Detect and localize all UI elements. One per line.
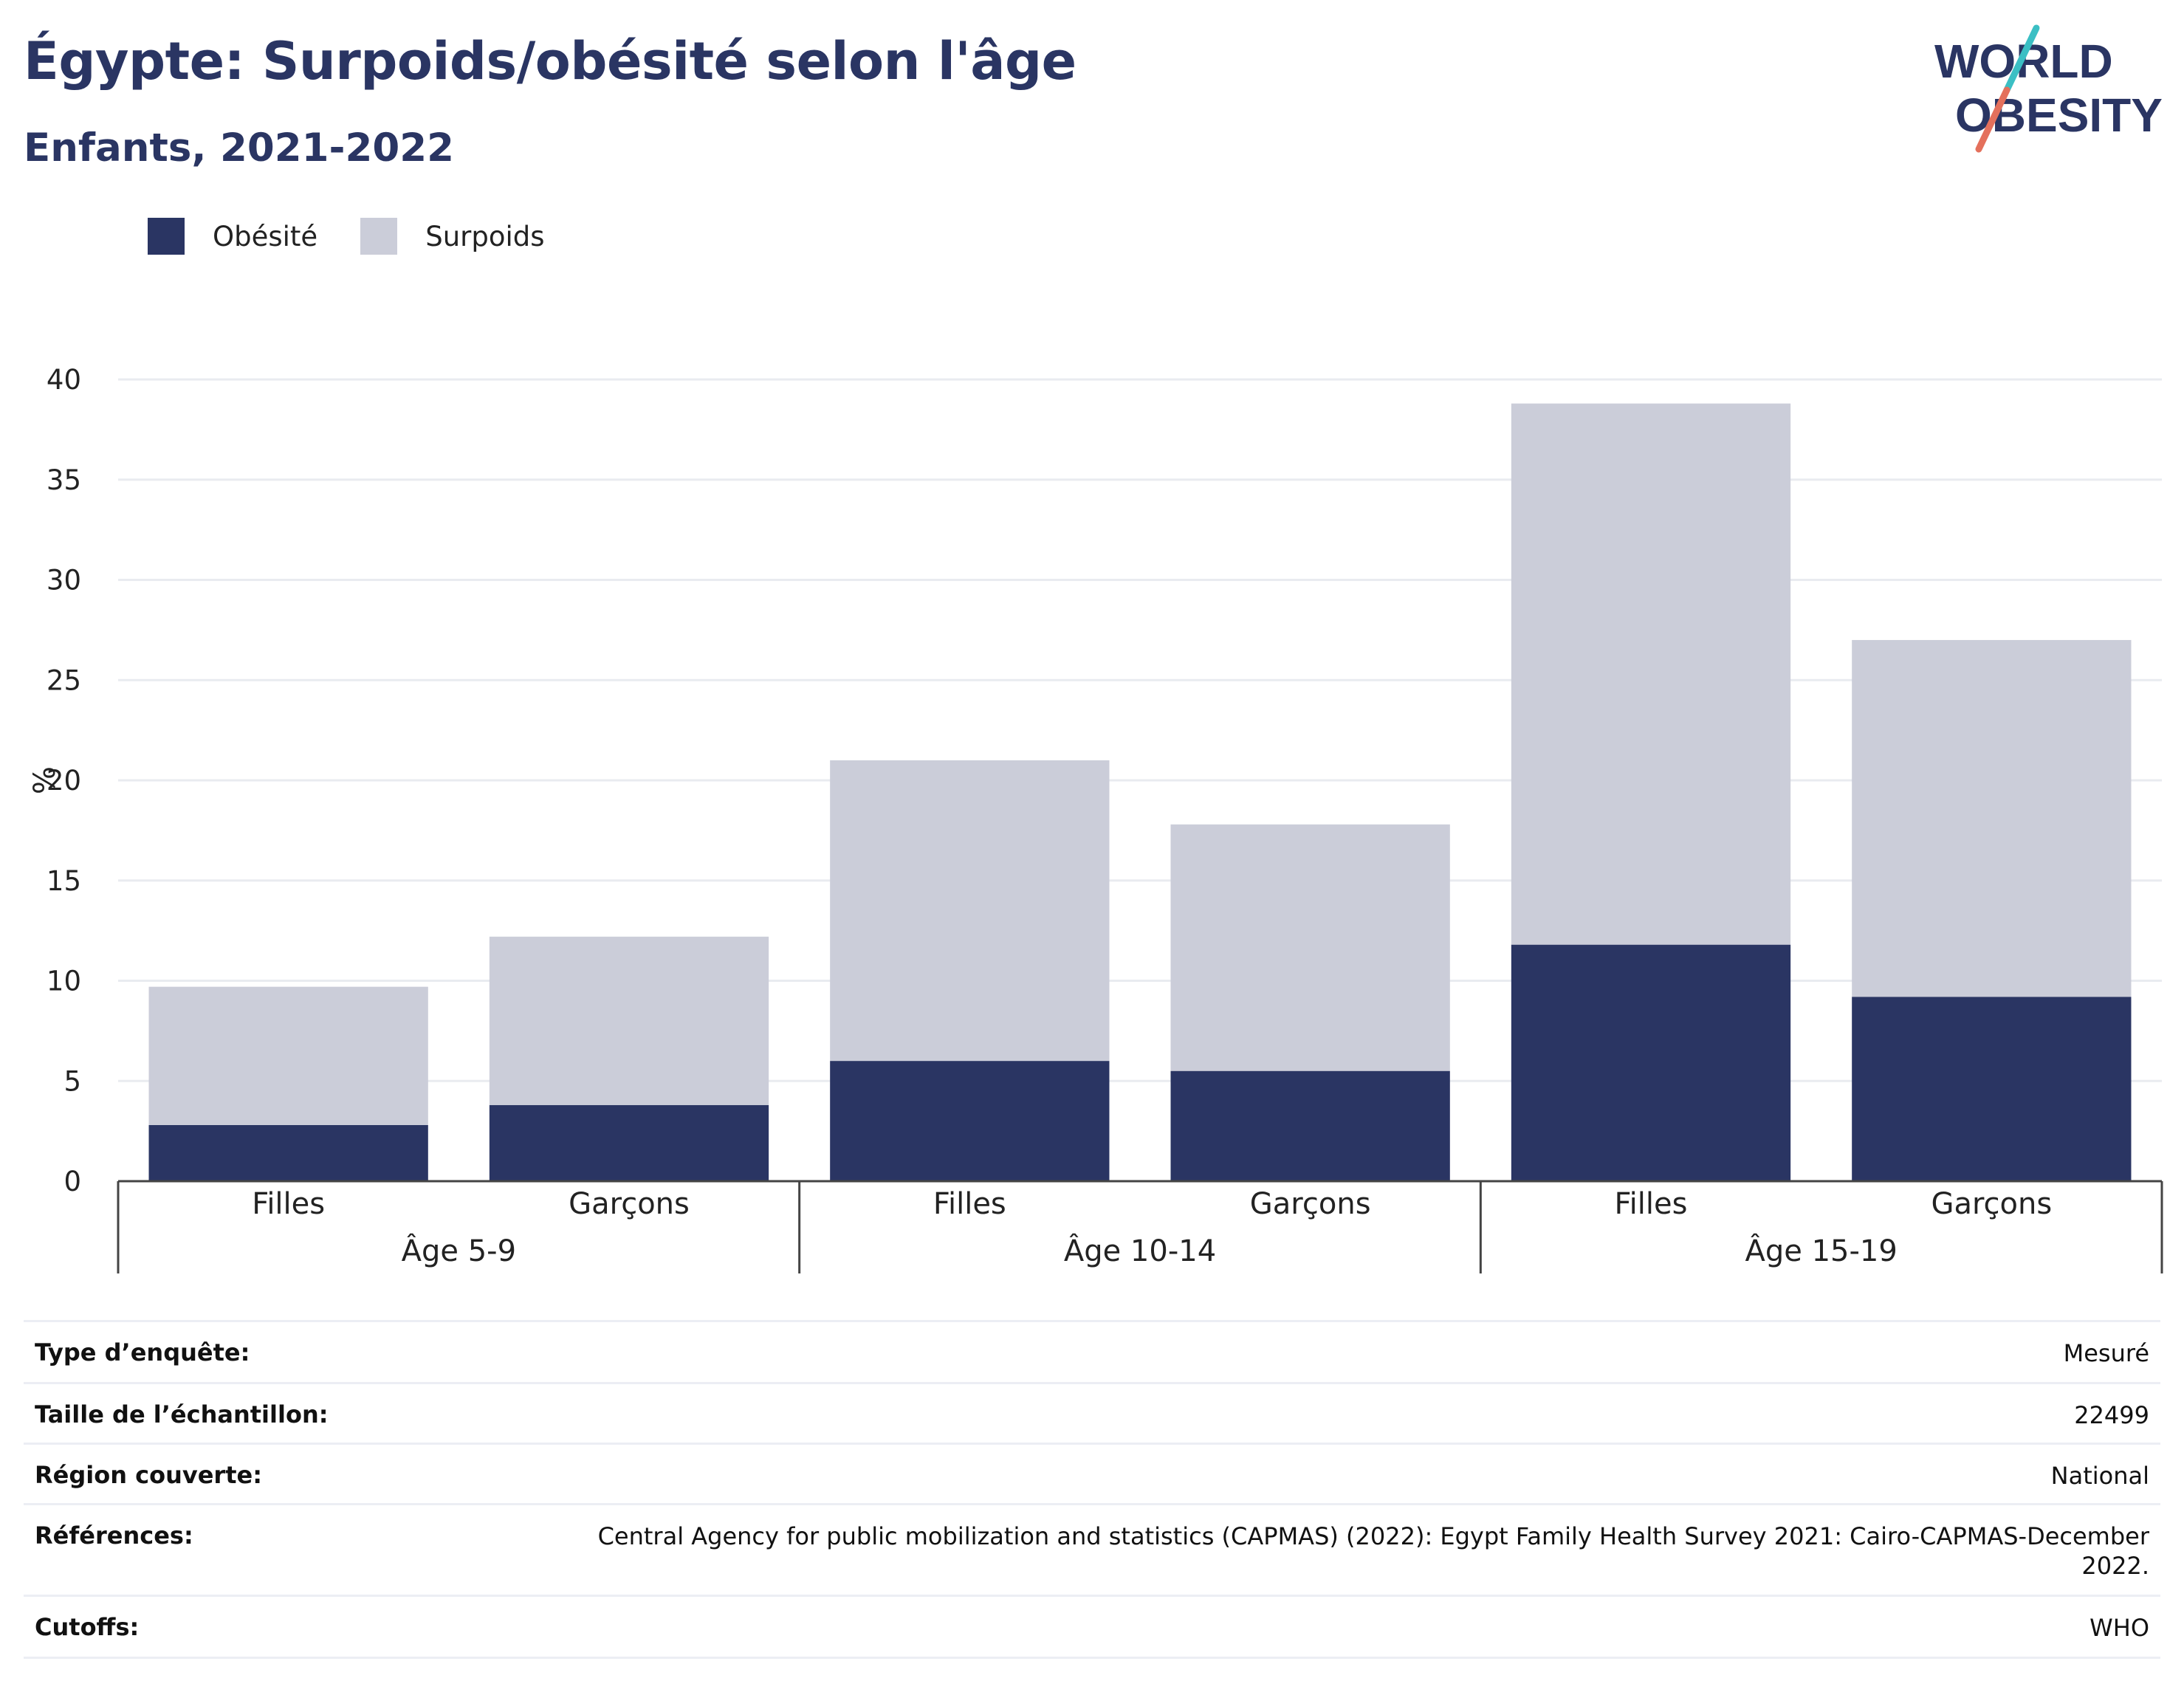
- x-category-label: Filles: [1615, 1187, 1688, 1221]
- bar-obesity: [148, 1124, 428, 1181]
- bar-obesity: [1170, 1070, 1450, 1181]
- y-tick-label: 15: [47, 865, 81, 897]
- meta-key: Type d’enquête:: [35, 1338, 250, 1366]
- y-tick-label: 20: [47, 765, 81, 797]
- meta-key: Références:: [35, 1522, 193, 1550]
- legend-swatch-overweight: [360, 218, 398, 255]
- x-category-label: Garçons: [1931, 1187, 2052, 1221]
- logo-coral-stroke: [1975, 86, 2010, 153]
- x-category-label: Filles: [252, 1187, 325, 1221]
- y-tick-label: 30: [47, 565, 81, 596]
- x-category-label: Garçons: [569, 1187, 690, 1221]
- meta-value: Central Agency for public mobilization a…: [597, 1522, 2149, 1580]
- y-axis-label: %: [28, 766, 62, 794]
- meta-key: Région couverte:: [35, 1461, 262, 1489]
- y-tick-label: 40: [47, 364, 81, 396]
- y-tick-label: 35: [47, 464, 81, 496]
- meta-row-sample-size: Taille de l’échantillon: 22499: [24, 1382, 2160, 1443]
- y-tick-label: 0: [63, 1166, 81, 1197]
- bar-overweight: [1852, 639, 2132, 997]
- meta-value: National: [2050, 1462, 2149, 1490]
- chart-title: Égypte: Surpoids/obésité selon l'âge: [24, 31, 1076, 92]
- meta-key: Cutoffs:: [35, 1613, 140, 1641]
- legend-label-obesity: Obésité: [213, 220, 318, 252]
- x-group-label: Âge 15-19: [1745, 1233, 1898, 1268]
- bar-overweight: [489, 936, 769, 1105]
- meta-value: WHO: [2089, 1614, 2149, 1642]
- x-group-label: Âge 10-14: [1064, 1233, 1216, 1268]
- meta-row-cutoffs: Cutoffs: WHO: [24, 1595, 2160, 1657]
- meta-row-references: Références: Central Agency for public mo…: [24, 1503, 2160, 1595]
- logo-teal-stroke: [2003, 24, 2040, 94]
- bar-obesity: [489, 1104, 769, 1181]
- y-tick-label: 25: [47, 664, 81, 696]
- bar-overweight: [148, 986, 428, 1125]
- meta-value: 22499: [2074, 1401, 2149, 1429]
- bar-overweight: [1170, 824, 1450, 1071]
- x-category-label: Garçons: [1250, 1187, 1371, 1221]
- legend-label-overweight: Surpoids: [425, 220, 545, 252]
- meta-row-survey-type: Type d’enquête: Mesuré: [24, 1320, 2160, 1382]
- bar-chart: 0 5 10 15 20 25 30 35 40% Filles Garçons Filles Garç…: [28, 364, 2163, 1273]
- bar-obesity: [1511, 944, 1791, 1181]
- meta-row-region: Région couverte: National: [24, 1443, 2160, 1503]
- y-tick-label: 10: [47, 966, 81, 997]
- x-category-label: Filles: [933, 1187, 1006, 1221]
- chart-legend: Obésité Surpoids: [148, 218, 588, 255]
- bar-obesity: [830, 1061, 1110, 1181]
- bar-overweight: [830, 760, 1110, 1062]
- world-obesity-logo: WORLD OBESITY: [1934, 24, 2163, 153]
- chart-subtitle: Enfants, 2021-2022: [24, 126, 454, 171]
- legend-item-obesity: Obésité: [148, 218, 317, 255]
- bar-obesity: [1852, 997, 2132, 1181]
- y-tick-label: 5: [63, 1065, 81, 1097]
- meta-key: Taille de l’échantillon:: [35, 1400, 329, 1428]
- meta-bottom-rule: [24, 1657, 2160, 1659]
- survey-metadata-table: Type d’enquête: Mesuré Taille de l’échan…: [24, 1320, 2160, 1659]
- x-group-label: Âge 5-9: [402, 1233, 516, 1268]
- meta-value: Mesuré: [2063, 1339, 2149, 1367]
- legend-swatch-obesity: [148, 218, 185, 255]
- bar-overweight: [1511, 403, 1791, 945]
- legend-item-overweight: Surpoids: [360, 218, 545, 255]
